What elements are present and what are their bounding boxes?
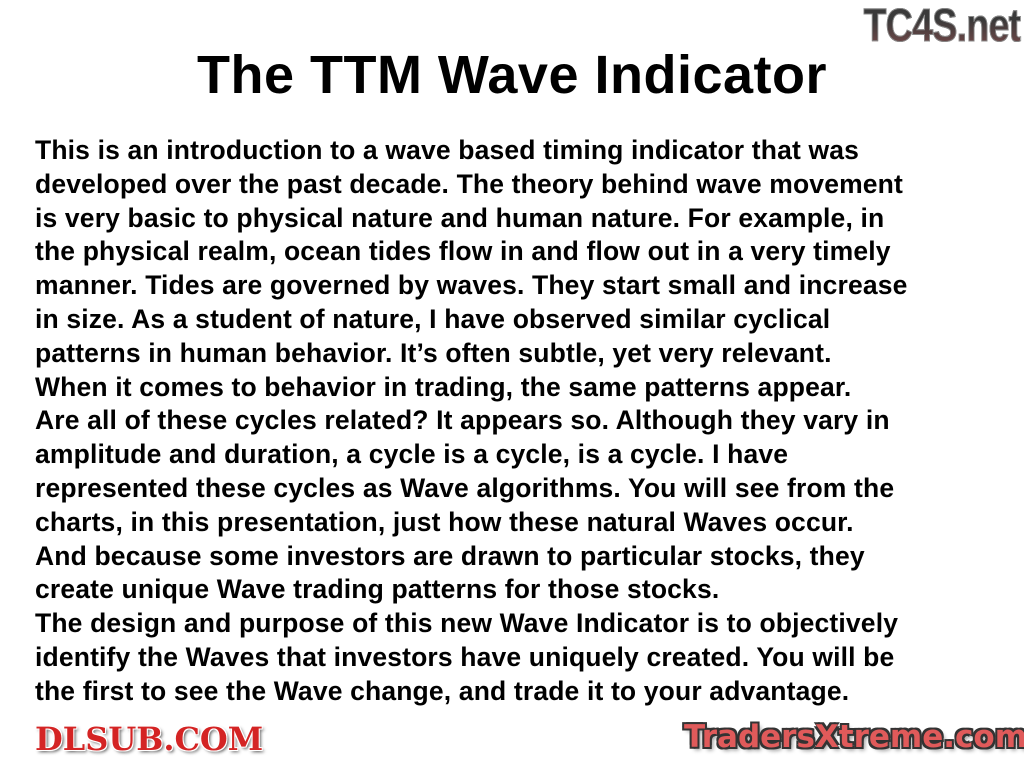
body-line: the first to see the Wave change, and tr… [35,675,850,706]
body-line: The design and purpose of this new Wave … [35,608,899,639]
body-line: charts, in this presentation, just how t… [35,506,854,537]
body-line: in size. As a student of nature, I have … [35,303,831,334]
body-line: is very basic to physical nature and hum… [35,202,885,233]
slide-body: This is an introduction to a wave based … [35,134,1015,709]
body-line: And because some investors are drawn to … [35,540,865,571]
dlsub-watermark-logo: DLSUB.COM [35,720,264,758]
body-line: amplitude and duration, a cycle is a cyc… [35,439,789,470]
tc4s-watermark-logo: TC4S.net [863,0,1022,51]
body-line: represented these cycles as Wave algorit… [35,472,895,503]
tradersxtreme-watermark-logo: TradersXtreme.com [684,719,1024,755]
body-line: developed over the past decade. The theo… [35,168,903,199]
slide-title: The TTM Wave Indicator [196,45,828,105]
body-line: manner. Tides are governed by waves. The… [35,270,908,301]
body-line: When it comes to behavior in trading, th… [35,371,852,402]
body-line: create unique Wave trading patterns for … [35,574,720,605]
body-line: patterns in human behavior. It’s often s… [35,337,832,368]
body-line: the physical realm, ocean tides flow in … [35,236,891,267]
body-line: identify the Waves that investors have u… [35,641,895,672]
body-line: This is an introduction to a wave based … [35,135,860,165]
body-line: Are all of these cycles related? It appe… [35,405,890,436]
